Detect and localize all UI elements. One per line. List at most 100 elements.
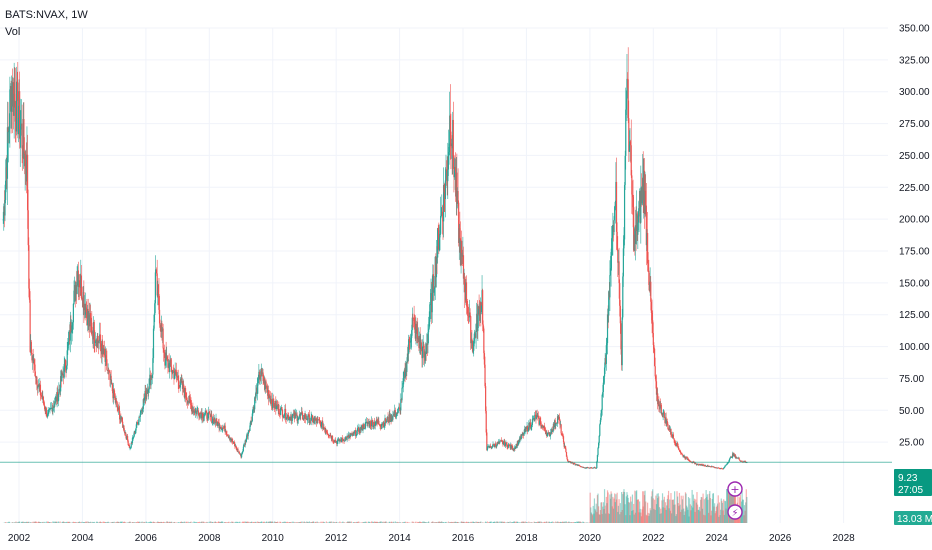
symbol-legend[interactable]: BATS:NVAX, 1W xyxy=(5,9,88,21)
volume-bar xyxy=(220,521,223,523)
volume-bar xyxy=(621,509,623,523)
volume-bar xyxy=(637,499,640,523)
candle-body xyxy=(152,328,155,359)
candle-body xyxy=(521,434,523,437)
candle-body xyxy=(583,467,585,469)
candle-body xyxy=(361,424,363,431)
volume-bar xyxy=(341,522,343,523)
candle-body xyxy=(207,413,209,421)
volume-bar xyxy=(628,502,630,523)
candle-body xyxy=(355,435,357,437)
volume-bar xyxy=(183,521,185,523)
candle-body xyxy=(157,284,159,295)
candle-body xyxy=(496,442,498,446)
volume-bar xyxy=(213,522,215,523)
volume-bar xyxy=(714,513,716,523)
candle-body xyxy=(191,404,193,412)
candle-body xyxy=(359,427,362,431)
candle-body xyxy=(598,442,600,449)
candle-body xyxy=(618,261,620,284)
candle-body xyxy=(225,431,227,435)
candle-body xyxy=(627,79,629,119)
flash-event-marker[interactable]: ⚡ xyxy=(727,504,743,520)
volume-bar xyxy=(122,522,124,523)
volume-bar xyxy=(161,522,163,523)
volume-bar xyxy=(353,522,355,523)
volume-bar xyxy=(494,521,496,523)
candle-body xyxy=(91,331,94,333)
time-axis[interactable]: 2002 2004 2006 2008 2010 2012 2014 2016 2018 2020… xyxy=(8,533,855,544)
candle-body xyxy=(567,459,569,462)
candle-body xyxy=(447,169,449,182)
candle-body xyxy=(460,240,462,266)
candle-body xyxy=(16,81,18,83)
x-tick-label: 2024 xyxy=(706,533,729,544)
volume-bar xyxy=(381,522,384,523)
volume-bar xyxy=(475,521,477,523)
candle-body xyxy=(602,382,604,393)
candle-body xyxy=(511,445,513,449)
volume-bar xyxy=(295,522,298,523)
volume-bar xyxy=(342,521,344,523)
candle-body xyxy=(712,466,715,468)
candle-body xyxy=(339,440,341,442)
volume-bar xyxy=(612,496,614,523)
candle-body xyxy=(210,414,212,418)
volume-bar xyxy=(298,522,300,523)
candle-body xyxy=(701,464,704,466)
candle-body xyxy=(124,432,126,434)
candle-body xyxy=(325,430,328,433)
candle-body xyxy=(23,119,25,152)
volume-bar xyxy=(211,522,213,523)
candle-body xyxy=(445,169,447,181)
candle-body xyxy=(265,381,267,387)
candle-body xyxy=(111,383,113,392)
volume-bar xyxy=(431,522,433,523)
candle-body xyxy=(39,384,42,396)
candle-body xyxy=(331,435,333,439)
candle-body xyxy=(723,467,725,469)
volume-bar xyxy=(563,521,565,523)
candle-body xyxy=(237,451,240,453)
volume-bar xyxy=(746,496,748,523)
volume-bar xyxy=(626,492,628,523)
volume-bar xyxy=(541,522,543,523)
volume-bar xyxy=(343,522,345,523)
volume-bar xyxy=(540,521,543,523)
candle-body xyxy=(221,428,223,430)
volume-bar xyxy=(88,521,90,523)
candle-body xyxy=(729,458,731,461)
candle-body xyxy=(370,425,372,427)
volume-bar xyxy=(125,522,127,523)
candle-body xyxy=(12,82,15,116)
candle-body xyxy=(219,426,221,429)
volume-bar xyxy=(489,521,492,523)
volume-bar xyxy=(279,521,281,523)
candle-body xyxy=(231,439,234,442)
candle-body xyxy=(9,89,11,129)
volume-bar xyxy=(478,522,480,523)
x-tick-label: 2004 xyxy=(71,533,94,544)
candle-body xyxy=(680,451,682,454)
candle-body xyxy=(658,400,660,407)
volume-bar xyxy=(220,521,222,523)
lightning-marker-icon[interactable] xyxy=(727,504,743,520)
candle-body xyxy=(105,355,107,362)
plus-marker-icon[interactable] xyxy=(727,481,743,497)
volume-bar xyxy=(66,521,68,523)
candle-body xyxy=(653,348,656,367)
volume-legend[interactable]: Vol xyxy=(5,26,21,38)
volume-bar xyxy=(283,521,285,523)
grid-layer xyxy=(0,27,888,523)
candle-body xyxy=(195,410,197,412)
volume-bar xyxy=(425,522,427,523)
candle-body xyxy=(353,432,356,434)
candle-body xyxy=(90,319,92,323)
volume-bar xyxy=(151,521,153,523)
volume-bar xyxy=(154,522,156,523)
price-axis[interactable]: 350.00325.00300.00275.00250.00225.00200.… xyxy=(899,24,930,449)
add-alert-marker[interactable]: + xyxy=(727,481,743,497)
volume-bar xyxy=(479,522,481,523)
volume-bar xyxy=(657,493,659,523)
